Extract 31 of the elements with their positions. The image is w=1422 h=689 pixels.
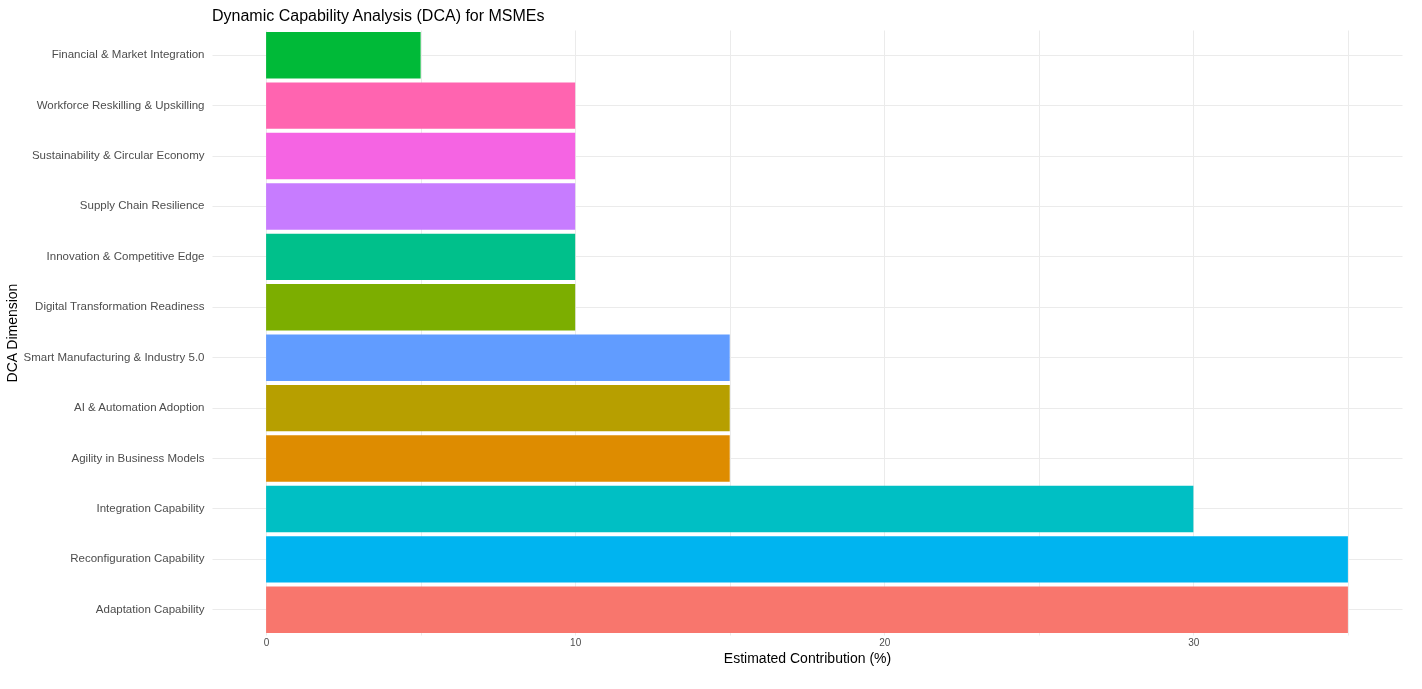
- bar: [266, 132, 576, 180]
- y-tick-label: AI & Automation Adoption: [74, 401, 205, 414]
- bar: [266, 384, 730, 432]
- y-tick-label: Supply Chain Resilience: [79, 199, 205, 212]
- bar: [266, 183, 576, 230]
- y-axis-title: DCA Dimension: [3, 283, 20, 383]
- bar: [266, 435, 730, 482]
- bar: [266, 586, 1348, 633]
- x-tick-label: 0: [263, 636, 270, 648]
- x-tick-label: 10: [570, 636, 582, 648]
- bar: [266, 233, 576, 281]
- y-tick-label: Agility in Business Models: [71, 451, 205, 464]
- bar: [266, 82, 576, 129]
- y-tick-label: Innovation & Competitive Edge: [46, 249, 205, 262]
- y-tick-label: Integration Capability: [96, 501, 205, 514]
- bar: [266, 334, 730, 381]
- y-tick-label: Reconfiguration Capability: [70, 552, 205, 565]
- y-tick-label: Workforce Reskilling & Upskilling: [36, 98, 205, 111]
- bar: [266, 536, 1348, 583]
- chart-title: Dynamic Capability Analysis (DCA) for MSMEs: [212, 7, 545, 24]
- x-tick-label: 20: [879, 636, 891, 648]
- bar: [266, 284, 576, 331]
- bar: [266, 485, 1194, 533]
- y-tick-label: Smart Manufacturing & Industry 5.0: [23, 350, 205, 363]
- bar: [266, 32, 421, 79]
- y-tick-label: Sustainability & Circular Economy: [31, 149, 205, 162]
- x-tick-label: 30: [1188, 636, 1200, 648]
- x-axis-title: Estimated Contribution (%): [723, 649, 892, 666]
- y-tick-label: Financial & Market Integration: [51, 48, 205, 61]
- y-tick-label: Digital Transformation Readiness: [35, 300, 205, 313]
- y-tick-label: Adaptation Capability: [95, 602, 205, 615]
